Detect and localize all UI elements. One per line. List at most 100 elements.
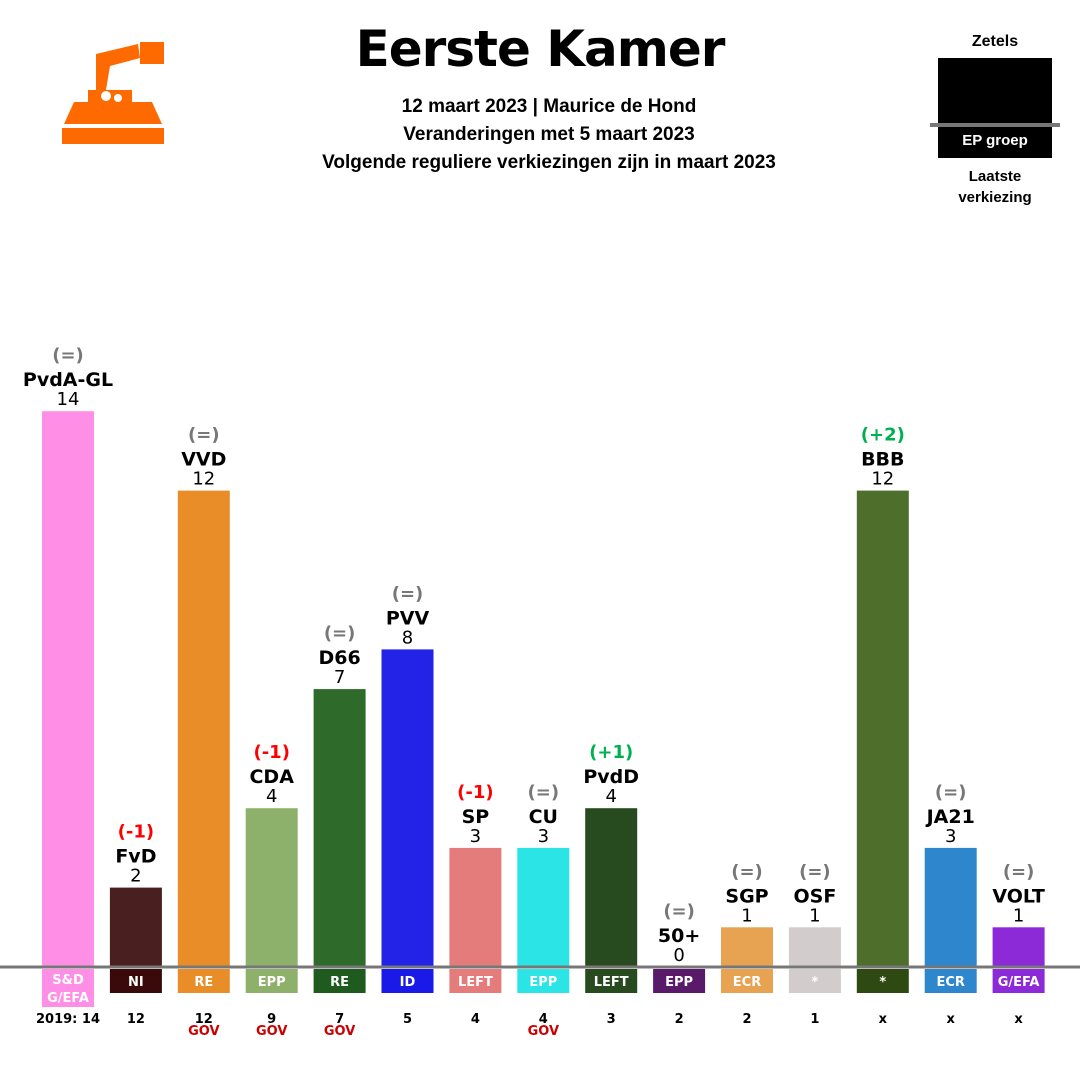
bar-party-label: VVD: [181, 449, 226, 471]
subtitle-changes: Veranderingen met 5 maart 2023: [403, 124, 695, 145]
last-election-label: 7: [335, 1012, 344, 1027]
ep-group-label: EPP: [529, 975, 557, 990]
bar-osf: [788, 927, 841, 967]
ep-group-box: [449, 969, 502, 993]
ep-group-label: RE: [194, 975, 213, 990]
ep-group-label: ID: [400, 975, 416, 990]
last-election-label: 9: [267, 1012, 276, 1027]
ep-group-label: *: [879, 975, 886, 990]
ep-group-label: RE: [330, 975, 349, 990]
bar-value-label: 1: [1013, 905, 1024, 926]
bar-pvda-gl: [42, 411, 94, 967]
bar-bbb: [856, 490, 909, 967]
chart-title: Eerste Kamer: [355, 20, 726, 78]
bar-value-label: 14: [57, 389, 80, 410]
bar-volt: [992, 927, 1045, 967]
subtitle-date-source: 12 maart 2023 | Maurice de Hond: [401, 96, 697, 117]
bar-value-label: 12: [871, 469, 894, 490]
gov-label: GOV: [528, 1024, 559, 1039]
bar-party-label: 50+: [658, 925, 700, 947]
bar-value-label: 4: [605, 786, 616, 807]
ep-group-box: [177, 969, 230, 993]
ep-group-label: NI: [128, 975, 144, 990]
bar-cda: [245, 808, 298, 967]
gov-label: GOV: [256, 1024, 287, 1039]
ep-group-label: EPP: [665, 975, 693, 990]
ep-group-box: [42, 969, 94, 1007]
change-label: (+2): [861, 425, 905, 446]
ep-group-label: *: [811, 975, 818, 990]
ep-group-label: S&D: [52, 973, 84, 988]
gov-label: GOV: [188, 1024, 219, 1039]
bar-value-label: 3: [538, 826, 549, 847]
ep-group-label: LEFT: [594, 975, 629, 990]
bar-party-label: JA21: [925, 806, 975, 828]
bar-pvv: [381, 649, 434, 967]
last-election-label: 1: [810, 1012, 819, 1027]
last-election-label: 4: [539, 1012, 548, 1027]
legend-last-election-line-2: verkiezing: [958, 189, 1032, 206]
last-election-label: 12: [195, 1012, 213, 1027]
change-label: (=): [188, 425, 220, 446]
bar-value-label: 1: [741, 905, 752, 926]
bar-party-label: PVV: [386, 607, 430, 629]
bar-party-label: SGP: [725, 885, 768, 907]
ep-group-label: ECR: [733, 975, 761, 990]
ep-group-label: G/EFA: [47, 991, 89, 1006]
bar-party-label: VOLT: [992, 885, 1044, 907]
bar-value-label: 1: [809, 905, 820, 926]
ep-group-box: [924, 969, 977, 993]
bar-cu: [517, 847, 570, 967]
bar-party-label: PvdD: [583, 766, 639, 788]
change-label: (=): [935, 782, 967, 803]
change-label: (-1): [118, 822, 154, 843]
change-label: (-1): [253, 742, 289, 763]
last-election-label: 4: [471, 1012, 480, 1027]
legend-baseline: [930, 123, 1060, 127]
last-election-label: x: [1014, 1012, 1023, 1027]
bar-value-label: 2: [130, 866, 141, 887]
bar-ja21: [924, 847, 977, 967]
change-label: (=): [799, 861, 831, 882]
ep-group-label: EPP: [258, 975, 286, 990]
ep-group-box: [585, 969, 638, 993]
gov-label: GOV: [324, 1024, 355, 1039]
ep-group-box: [245, 969, 298, 993]
legend-ep-group-label: EP groep: [962, 132, 1028, 149]
change-label: (=): [1003, 861, 1035, 882]
ep-group-box: [653, 969, 706, 993]
last-election-label: x: [879, 1012, 888, 1027]
ep-group-label: LEFT: [458, 975, 493, 990]
bar-party-label: CDA: [249, 766, 294, 788]
last-election-label: 2019: 14: [36, 1012, 100, 1027]
change-label: (=): [663, 901, 695, 922]
change-label: (=): [528, 782, 560, 803]
bar-party-label: PvdA-GL: [23, 369, 113, 391]
ballot-box-icon: [62, 42, 164, 144]
ep-group-box: [517, 969, 570, 993]
bar-value-label: 8: [402, 627, 413, 648]
change-label: (=): [324, 623, 356, 644]
ep-group-label: ECR: [936, 975, 964, 990]
subtitle-next-election: Volgende reguliere verkiezingen zijn in …: [322, 152, 776, 173]
bar-pvdd: [585, 808, 638, 967]
last-election-label: x: [947, 1012, 956, 1027]
legend-seats-label: Zetels: [971, 33, 1019, 50]
bar-value-label: 0: [673, 945, 684, 966]
bar-value-label: 3: [470, 826, 481, 847]
ep-group-label: G/EFA: [998, 975, 1040, 990]
bar-value-label: 4: [266, 786, 277, 807]
ep-group-box: [856, 969, 909, 993]
last-election-label: 3: [607, 1012, 616, 1027]
change-label: (+1): [589, 742, 633, 763]
change-label: (=): [392, 583, 424, 604]
bar-party-label: D66: [318, 647, 360, 669]
last-election-label: 2: [742, 1012, 751, 1027]
bar-party-label: FvD: [115, 846, 156, 868]
last-election-label: 2: [675, 1012, 684, 1027]
ep-group-box: [992, 969, 1045, 993]
change-label: (=): [52, 345, 84, 366]
bar-value-label: 7: [334, 667, 345, 688]
bar-fvd: [109, 887, 162, 967]
